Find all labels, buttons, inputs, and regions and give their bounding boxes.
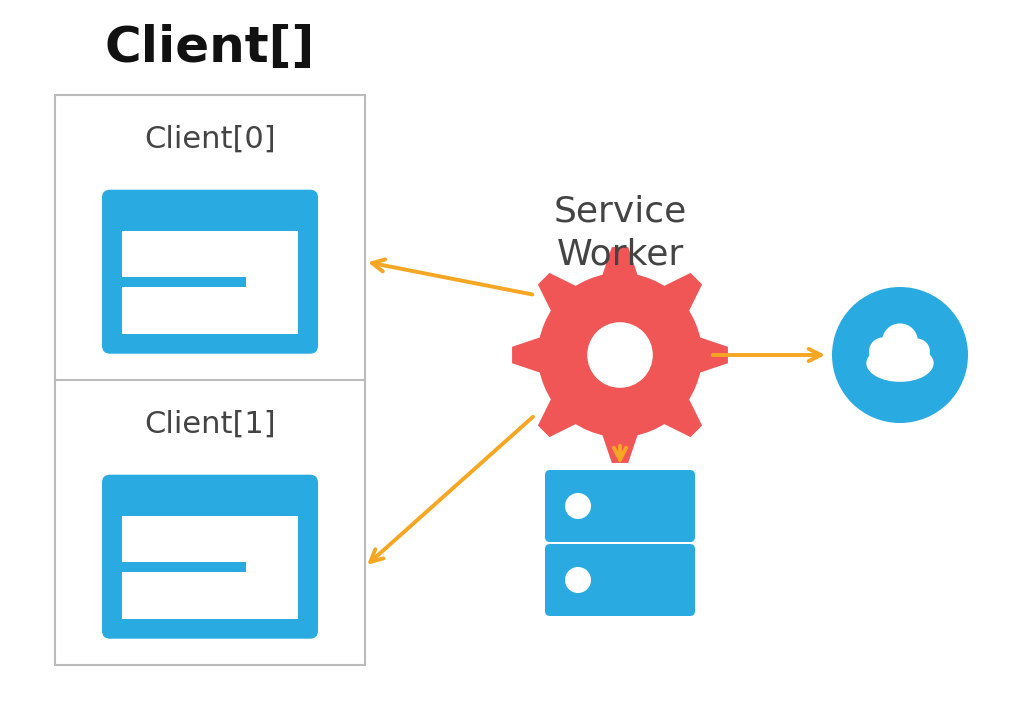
Ellipse shape [867,345,933,382]
FancyBboxPatch shape [545,544,695,616]
Bar [118,206,302,225]
Bar [118,491,302,510]
Polygon shape [512,247,728,463]
Circle shape [565,567,591,593]
Bar [122,287,246,333]
Bar [122,572,246,618]
Circle shape [869,338,897,366]
Circle shape [832,287,968,423]
Bar [55,95,365,665]
Bar [246,516,298,618]
Bar [122,231,246,277]
Circle shape [565,493,591,519]
Text: Client[0]: Client[0] [144,125,276,154]
FancyBboxPatch shape [545,470,695,542]
FancyBboxPatch shape [102,190,318,354]
Circle shape [587,322,652,388]
Text: Client[]: Client[] [105,24,315,72]
Circle shape [882,324,918,359]
Circle shape [538,273,702,437]
FancyBboxPatch shape [102,475,318,639]
Bar [246,231,298,333]
Text: Service
Worker: Service Worker [553,195,687,271]
Bar [122,516,246,562]
Text: Client[1]: Client[1] [144,410,276,439]
Circle shape [904,338,930,365]
